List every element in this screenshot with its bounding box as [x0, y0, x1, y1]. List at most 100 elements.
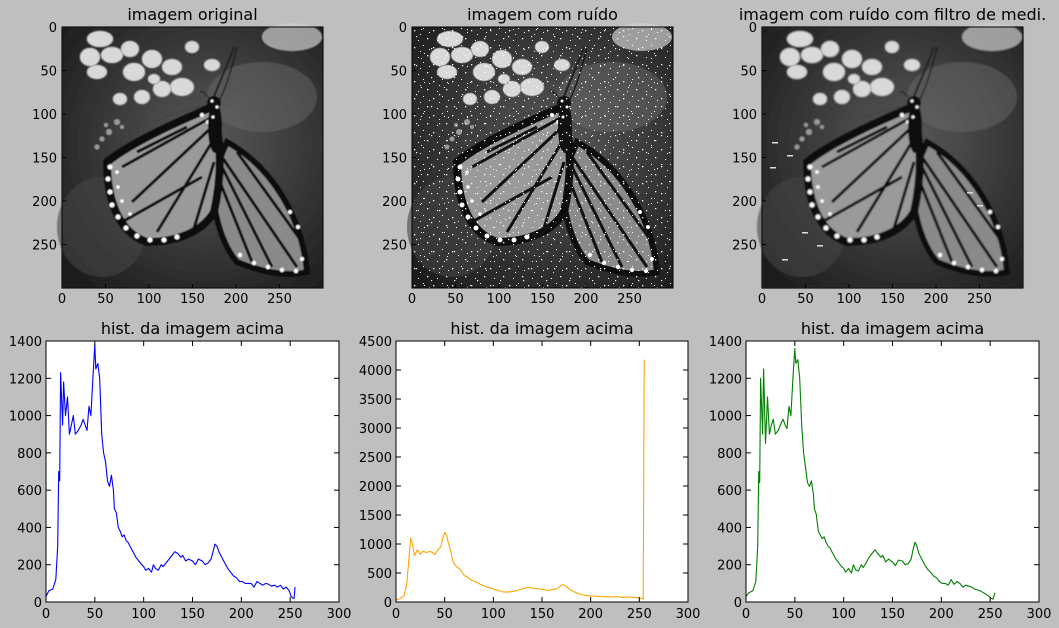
x-tick-label: 250: [617, 292, 642, 307]
x-tick-label: 50: [97, 292, 114, 307]
x-tick-label: 300: [676, 607, 701, 622]
x-tick-label: 0: [392, 607, 400, 622]
plot-area: [396, 341, 688, 602]
y-tick-label: 1500: [359, 509, 392, 524]
x-tick-label: 0: [42, 607, 50, 622]
y-tick-label: 250: [382, 239, 407, 254]
y-tick-label: 200: [717, 559, 742, 574]
image-panel-filtered: imagem com ruído com filtro de medi.0 50 1…: [732, 5, 1046, 307]
y-tick-label: 400: [17, 521, 42, 536]
x-tick-label: 250: [278, 607, 303, 622]
plot-area: [46, 341, 339, 602]
x-tick-label: 300: [327, 607, 352, 622]
y-tick-label: 50: [740, 65, 757, 80]
x-tick-label: 50: [87, 607, 104, 622]
y-tick-label: 150: [732, 152, 757, 167]
panel-title: hist. da imagem acima: [801, 319, 984, 338]
panel-title: imagem com ruído: [467, 5, 618, 24]
image-panel-noisy: imagem com ruído 0 50 100 150 200 250 0 50 100 150…: [382, 5, 673, 307]
salt-noise: [412, 27, 673, 288]
x-tick-label: 50: [436, 607, 453, 622]
y-tick-label: 600: [17, 484, 42, 499]
y-tick-label: 3500: [359, 393, 392, 408]
x-tick-label: 200: [578, 607, 603, 622]
x-tick-label: 100: [137, 292, 162, 307]
y-tick-label: 1200: [9, 372, 42, 387]
y-tick-label: 1200: [709, 372, 742, 387]
x-tick-label: 0: [58, 292, 66, 307]
panel-title: hist. da imagem acima: [101, 319, 284, 338]
x-tick-label: 100: [831, 607, 856, 622]
x-tick-label: 50: [797, 292, 814, 307]
y-tick-label: 3000: [359, 422, 392, 437]
y-tick-label: 0: [49, 21, 57, 36]
x-tick-label: 150: [530, 292, 555, 307]
x-tick-label: 100: [837, 292, 862, 307]
y-tick-label: 250: [32, 239, 57, 254]
y-tick-label: 800: [17, 447, 42, 462]
x-tick-label: 250: [627, 607, 652, 622]
histogram-line: [45, 344, 296, 599]
x-tick-label: 300: [1027, 607, 1052, 622]
y-tick-label: 50: [390, 65, 407, 80]
y-tick-label: 4000: [359, 364, 392, 379]
butterfly-photo: [57, 23, 323, 288]
y-tick-label: 100: [382, 108, 407, 123]
x-tick-label: 250: [978, 607, 1003, 622]
y-tick-label: 200: [732, 195, 757, 210]
y-tick-label: 1400: [9, 335, 42, 350]
x-tick-label: 100: [131, 607, 156, 622]
x-tick-label: 150: [880, 607, 905, 622]
butterfly-photo: [407, 23, 673, 288]
y-tick-label: 2500: [359, 451, 392, 466]
panel-title: imagem original: [127, 5, 257, 24]
image-panel-original: imagem original 0 50 100 150 200 250 0 50 100 150 2…: [32, 5, 323, 307]
x-tick-label: 100: [481, 607, 506, 622]
y-tick-label: 150: [32, 152, 57, 167]
histogram-panel-filtered: hist. da imagem acima 0 50 100 150 200 250 300 0…: [709, 319, 1052, 622]
y-tick-label: 100: [732, 108, 757, 123]
x-tick-label: 200: [224, 292, 249, 307]
y-tick-label: 600: [717, 484, 742, 499]
x-tick-label: 0: [758, 292, 766, 307]
y-tick-label: 100: [32, 108, 57, 123]
butterfly-photo: [757, 23, 1023, 288]
y-tick-label: 0: [749, 21, 757, 36]
y-tick-label: 1000: [9, 410, 42, 425]
x-tick-label: 50: [787, 607, 804, 622]
x-tick-label: 50: [447, 292, 464, 307]
panel-title: hist. da imagem acima: [450, 319, 633, 338]
y-tick-label: 0: [734, 596, 742, 611]
y-tick-label: 0: [34, 596, 42, 611]
x-tick-label: 100: [487, 292, 512, 307]
x-tick-label: 200: [229, 607, 254, 622]
y-tick-label: 200: [17, 559, 42, 574]
x-tick-label: 200: [574, 292, 599, 307]
x-tick-label: 150: [180, 292, 205, 307]
y-tick-label: 800: [717, 447, 742, 462]
plot-area: [746, 341, 1039, 602]
histogram-line: [395, 359, 645, 601]
x-tick-label: 200: [924, 292, 949, 307]
y-tick-label: 500: [367, 567, 392, 582]
y-tick-label: 1400: [709, 335, 742, 350]
y-tick-label: 0: [384, 596, 392, 611]
y-tick-label: 200: [382, 195, 407, 210]
x-tick-label: 150: [180, 607, 205, 622]
x-tick-label: 0: [742, 607, 750, 622]
y-tick-label: 200: [32, 195, 57, 210]
y-tick-label: 0: [399, 21, 407, 36]
y-tick-label: 150: [382, 152, 407, 167]
y-tick-label: 1000: [709, 410, 742, 425]
panel-title: imagem com ruído com filtro de medi.: [739, 5, 1046, 24]
x-tick-label: 250: [967, 292, 992, 307]
x-tick-label: 250: [267, 292, 292, 307]
histogram-line: [745, 347, 996, 600]
y-tick-label: 50: [40, 65, 57, 80]
y-tick-label: 250: [732, 239, 757, 254]
histogram-panel-original: hist. da imagem acima 0 50 100 150 200 250 300 0…: [9, 319, 352, 622]
y-tick-label: 400: [717, 521, 742, 536]
y-tick-label: 1000: [359, 538, 392, 553]
